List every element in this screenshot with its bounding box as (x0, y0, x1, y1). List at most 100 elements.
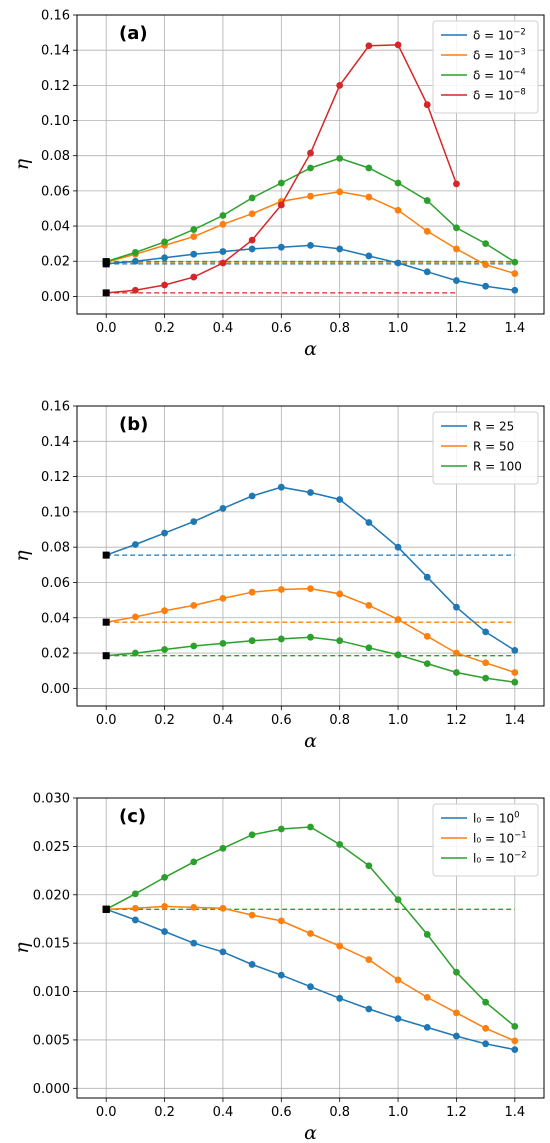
data-point (248, 911, 256, 919)
panel-label: (b) (119, 414, 148, 435)
data-point (365, 252, 373, 260)
data-point (482, 1024, 490, 1032)
y-tick-label: 0.020 (33, 888, 70, 903)
y-tick-label: 0.02 (41, 255, 70, 270)
legend-label: l₀ = 10−2 (473, 851, 527, 866)
data-point (511, 1037, 519, 1045)
data-point (131, 286, 139, 294)
data-point (394, 1015, 402, 1023)
data-point (161, 607, 168, 615)
data-point (277, 825, 285, 833)
y-tick-label: 0.005 (33, 1033, 70, 1048)
data-point (453, 224, 460, 232)
panel-label: (c) (119, 806, 146, 827)
data-point (423, 660, 431, 668)
x-tick-label: 0.4 (213, 713, 234, 728)
data-point (131, 916, 139, 924)
data-point (394, 179, 402, 187)
x-tick-label: 0.0 (96, 713, 117, 728)
legend-label: δ = 10−3 (473, 48, 526, 63)
y-tick-label: 0.00 (41, 290, 70, 305)
legend-label-base: δ = 10 (473, 29, 513, 43)
y-tick-label: 0.000 (33, 1082, 70, 1097)
data-point (336, 154, 344, 162)
data-point (248, 588, 256, 596)
y-tick-label: 0.06 (41, 576, 70, 591)
data-point (219, 504, 227, 512)
x-tick-label: 0.4 (213, 321, 234, 336)
data-point (453, 277, 460, 284)
data-point (190, 903, 198, 911)
data-point (161, 646, 168, 653)
data-point (365, 862, 373, 870)
legend-label: R = 25 (473, 420, 514, 434)
data-point (423, 993, 431, 1001)
y-tick-label: 0.14 (41, 435, 70, 450)
y-axis-label: η (11, 158, 33, 170)
data-point (336, 590, 344, 598)
data-point (190, 602, 198, 609)
data-point (307, 242, 314, 249)
legend: R = 25 R = 50 R = 100 (432, 411, 539, 485)
data-point (423, 268, 431, 276)
x-tick-label: 0.8 (329, 1105, 350, 1120)
data-point (277, 483, 285, 491)
legend-label: R = 100 (473, 460, 522, 474)
legend-label-exponent: −8 (513, 88, 526, 98)
data-point (248, 831, 256, 839)
data-point (161, 529, 168, 537)
legend-box (432, 20, 539, 114)
x-tick-label: 1.2 (446, 321, 467, 336)
x-axis-label: α (304, 730, 317, 752)
data-point (423, 227, 431, 235)
start-marker (102, 289, 110, 297)
y-axis-label: η (11, 942, 33, 954)
legend-label: l₀ = 10−1 (473, 831, 527, 846)
data-point (131, 613, 139, 621)
data-point (394, 976, 402, 984)
data-point (307, 983, 314, 991)
data-point (219, 948, 227, 956)
data-point (365, 1005, 373, 1013)
data-point (190, 226, 198, 233)
data-point (248, 210, 256, 218)
data-point (336, 942, 344, 950)
data-point (511, 286, 519, 294)
y-tick-label: 0.04 (41, 611, 70, 626)
start-marker (102, 551, 110, 559)
x-tick-label: 0.8 (329, 321, 350, 336)
x-tick-label: 0.6 (271, 1105, 292, 1120)
start-marker (102, 258, 110, 266)
data-point (131, 541, 139, 548)
data-point (453, 180, 460, 188)
data-point (190, 858, 198, 866)
data-point (394, 651, 402, 659)
data-point (365, 644, 373, 652)
data-point (131, 890, 139, 898)
legend-label-base: δ = 10 (473, 69, 513, 83)
legend-label-exponent: −3 (513, 48, 526, 58)
data-point (336, 994, 344, 1002)
data-point (394, 206, 402, 214)
plot-frame (76, 14, 545, 315)
start-marker (102, 905, 110, 913)
y-tick-label: 0.16 (41, 9, 70, 24)
x-tick-label: 1.2 (446, 1105, 467, 1120)
data-point (423, 101, 431, 109)
data-point (190, 518, 198, 525)
x-tick-label: 0.6 (271, 713, 292, 728)
data-point (394, 41, 402, 49)
data-point (482, 674, 490, 682)
data-point (219, 212, 227, 219)
y-tick-label: 0.02 (41, 647, 70, 662)
data-point (307, 489, 314, 496)
legend-label-base: R = 50 (473, 440, 514, 454)
data-point (423, 1023, 431, 1031)
y-tick-label: 0.12 (41, 79, 70, 94)
data-point (453, 1009, 460, 1017)
x-tick-label: 0.4 (213, 1105, 234, 1120)
chart-panel-1: 0.0 0.2 0.4 0.6 0.8 1.0 1.2 1.4 0.00 0.02 0.04 0.06… (11, 9, 545, 360)
x-tick-label: 0.2 (154, 1105, 175, 1120)
data-point (131, 257, 139, 265)
